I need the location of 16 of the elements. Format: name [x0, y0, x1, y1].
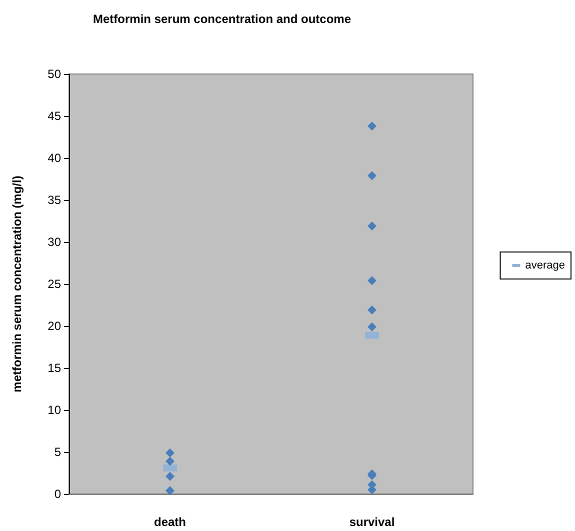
x-tick-label: death [154, 515, 186, 529]
y-tick-label: 15 [48, 361, 62, 375]
y-tick-label: 30 [48, 235, 62, 249]
y-tick-label: 40 [48, 151, 62, 165]
y-tick-label: 50 [48, 67, 62, 81]
y-tick-label: 45 [48, 109, 62, 123]
chart-title: Metformin serum concentration and outcome [93, 12, 352, 26]
y-axis-title: metformin serum concentration (mg/l) [10, 176, 24, 392]
y-tick-label: 10 [48, 403, 62, 417]
legend-label: average [525, 260, 566, 272]
x-tick-label: survival [349, 515, 395, 529]
y-tick-label: 35 [48, 193, 62, 207]
y-tick-label: 25 [48, 277, 62, 291]
y-tick-label: 20 [48, 319, 62, 333]
y-tick-label: 5 [54, 445, 62, 459]
y-tick-label: 0 [54, 487, 62, 501]
